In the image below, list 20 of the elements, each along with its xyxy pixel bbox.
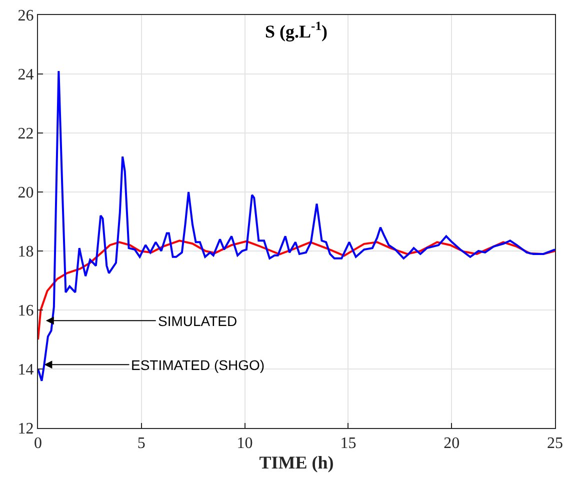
line-series bbox=[38, 70, 555, 382]
x-tick-label: 5 bbox=[137, 435, 146, 452]
x-tick-label: 20 bbox=[444, 435, 460, 452]
y-tick-label: 12 bbox=[18, 420, 34, 438]
line-series bbox=[38, 240, 555, 340]
x-tick-label: 15 bbox=[340, 435, 356, 452]
chart-title: S (g.L$^{-1}$) bbox=[265, 19, 328, 42]
y-tick-label: 14 bbox=[18, 362, 34, 379]
annotation: SIMULATED bbox=[158, 313, 238, 329]
y-tick-label: 22 bbox=[18, 126, 34, 143]
x-tick-label: 10 bbox=[236, 435, 253, 452]
x-tick-label: 25 bbox=[547, 435, 563, 452]
x-tick-label: 0 bbox=[34, 435, 42, 452]
x-axis-title: TIME (h) bbox=[259, 452, 334, 472]
y-tick-label: 20 bbox=[18, 184, 34, 202]
y-tick-label: 16 bbox=[18, 302, 34, 320]
y-tick-label: 26 bbox=[18, 8, 34, 25]
y-tick-label: 18 bbox=[18, 244, 34, 261]
annotation: ESTIMATED (SHGO) bbox=[131, 357, 265, 373]
y-tick-label: 24 bbox=[18, 66, 34, 84]
